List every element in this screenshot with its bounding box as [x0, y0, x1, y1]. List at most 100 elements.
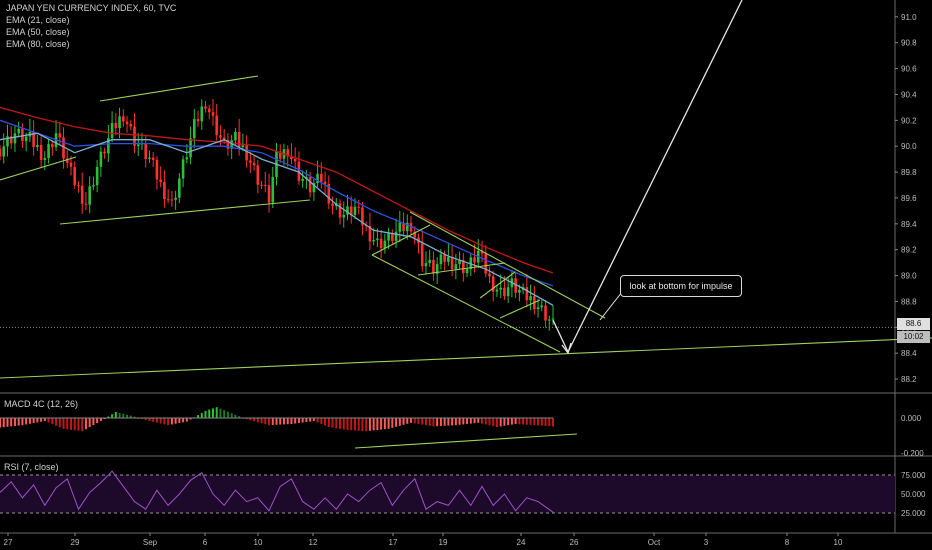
macd-bar — [36, 418, 39, 423]
last-price-tag: 88.6 — [897, 318, 930, 330]
candle-body — [368, 225, 372, 242]
candle-body — [503, 287, 506, 297]
macd-bar — [357, 418, 360, 431]
macd-bar — [537, 418, 540, 426]
candle-body — [204, 106, 207, 109]
candle-body — [439, 254, 443, 265]
price-tick-label: 88.8 — [901, 297, 917, 306]
candle-body — [409, 222, 413, 232]
candle-body — [200, 106, 204, 122]
macd-bar — [226, 411, 229, 418]
macd-bar — [66, 418, 69, 430]
candle-body — [308, 177, 312, 193]
macd-bar — [245, 418, 248, 420]
macd-bar — [350, 418, 353, 431]
candle-body — [13, 133, 17, 144]
candle-body — [290, 156, 293, 159]
candle-body — [192, 119, 196, 139]
macd-bar — [473, 418, 476, 424]
macd-bar — [514, 418, 517, 424]
macd-bar — [533, 418, 536, 426]
candle-body — [129, 124, 133, 127]
candle-body — [252, 162, 256, 166]
trendline — [371, 254, 561, 353]
price-tick-label: 88.2 — [901, 375, 917, 384]
macd-bar — [107, 416, 110, 418]
candle-body — [43, 158, 47, 161]
candle-body — [230, 140, 233, 149]
candle-body — [256, 165, 260, 185]
price-tick-label: 90.2 — [901, 116, 917, 125]
candle-body — [47, 144, 50, 159]
candle-body — [387, 233, 390, 241]
time-tick-label: Oct — [648, 538, 661, 547]
macd-tick-label: 0.000 — [901, 414, 922, 423]
annotation-callout[interactable]: look at bottom for impulse — [620, 275, 742, 297]
trendline — [354, 433, 578, 449]
macd-bar — [316, 418, 319, 423]
rsi-band — [0, 475, 895, 513]
candle-body — [185, 157, 189, 160]
macd-bar — [215, 407, 218, 418]
macd-bar — [305, 418, 308, 422]
candle-body — [454, 264, 458, 270]
candle-body — [320, 173, 323, 182]
candle-body — [394, 231, 398, 241]
candle-body — [267, 185, 271, 203]
macd-bar — [391, 418, 394, 428]
candle-body — [136, 144, 140, 146]
macd-bar — [155, 418, 158, 423]
macd-bar — [170, 418, 173, 425]
price-tick-label: 90.0 — [901, 142, 917, 151]
macd-bar — [294, 418, 297, 424]
macd-bar — [51, 418, 54, 425]
candle-body — [181, 159, 185, 179]
macd-bar — [126, 414, 129, 418]
macd-bar — [525, 418, 528, 425]
candle-body — [211, 112, 215, 116]
macd-bar — [346, 418, 349, 430]
macd-bar — [376, 418, 379, 430]
candle-body — [465, 269, 469, 274]
candle-body — [88, 186, 91, 205]
macd-bar — [380, 418, 383, 430]
candle-body — [342, 214, 346, 218]
macd-bar — [185, 418, 188, 422]
candle-body — [6, 136, 9, 147]
macd-bar — [413, 418, 416, 424]
candle-body — [32, 131, 35, 148]
macd-bar — [548, 418, 551, 427]
candle-body — [338, 203, 342, 218]
candle-body — [551, 318, 555, 320]
macd-bar — [451, 418, 454, 426]
candle-body — [80, 185, 84, 204]
macd-bar — [47, 418, 50, 423]
candle-body — [73, 166, 77, 185]
macd-bar — [466, 418, 469, 424]
candle-body — [234, 131, 237, 141]
candle-body — [525, 287, 529, 301]
macd-bar — [219, 408, 222, 418]
candle-body — [9, 136, 13, 144]
time-tick-label: 29 — [71, 538, 80, 547]
macd-bar — [488, 418, 491, 426]
time-tick-label: Sep — [143, 538, 158, 547]
macd-bar — [544, 418, 547, 426]
macd-bar — [178, 418, 181, 424]
callout-pointer — [599, 291, 623, 321]
macd-bar — [447, 418, 450, 426]
time-tick-label: 17 — [389, 538, 398, 547]
candle-body — [174, 197, 177, 200]
candle-body — [379, 238, 383, 249]
macd-bar — [69, 418, 72, 430]
candle-body — [245, 145, 248, 161]
price-tick-label: 89.8 — [901, 168, 917, 177]
macd-bar — [454, 418, 457, 426]
candle-body — [491, 276, 495, 292]
macd-bar — [133, 416, 136, 418]
macd-bar — [182, 418, 185, 423]
candle-body — [297, 161, 301, 181]
macd-bar — [443, 418, 446, 426]
macd-bar — [238, 416, 241, 418]
